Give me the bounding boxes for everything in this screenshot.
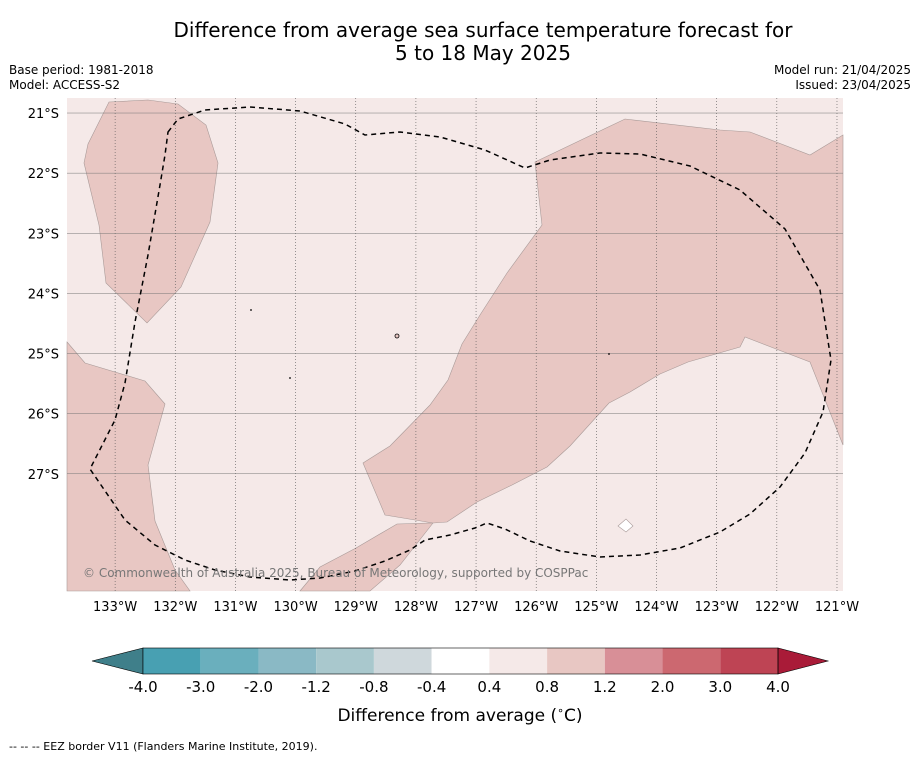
title-line-1: Difference from average sea surface temp…	[173, 18, 793, 42]
longitude-tick-label: 126°W	[514, 600, 558, 615]
sst-anomaly-map: © Commonwealth of Australia 2025, Bureau…	[28, 98, 859, 615]
colorbar-cell	[143, 648, 201, 674]
longitude-tick-label: 121°W	[815, 600, 859, 615]
longitude-tick-label: 123°W	[695, 600, 739, 615]
colorbar-label-unit: C)	[564, 706, 583, 726]
longitude-tick-label: 133°W	[93, 600, 137, 615]
colorbar-cell	[662, 648, 721, 674]
anomaly-region-east	[362, 118, 844, 524]
island-marker	[394, 333, 400, 339]
colorbar-extend-low	[91, 647, 144, 675]
latitude-labels: 21°S 22°S 23°S 24°S 25°S 26°S 27°S	[28, 107, 59, 483]
longitude-tick-label: 124°W	[634, 600, 678, 615]
colorbar-tick-label: 4.0	[766, 678, 790, 696]
issued-text: Issued: 23/04/2025	[795, 78, 911, 92]
anomaly-region-small-white	[617, 518, 634, 533]
island-marker	[608, 353, 610, 355]
colorbar-tick-label: -0.8	[359, 678, 388, 696]
colorbar-cell	[200, 648, 259, 674]
latitude-tick-label: 27°S	[28, 468, 59, 483]
colorbar-cell	[258, 648, 317, 674]
copyright-notice: © Commonwealth of Australia 2025, Bureau…	[83, 566, 588, 580]
eez-border-line	[89, 106, 832, 581]
map-title: Difference from average sea surface temp…	[0, 19, 919, 65]
colorbar-frame	[142, 647, 779, 675]
longitude-tick-label: 132°W	[153, 600, 197, 615]
colorbar-cell	[604, 648, 663, 674]
anomaly-region-bottom	[299, 522, 434, 592]
latitude-tick-label: 25°S	[28, 348, 59, 363]
longitude-tick-label: 129°W	[334, 600, 378, 615]
latitude-tick-label: 21°S	[28, 107, 59, 122]
longitude-tick-label: 130°W	[274, 600, 318, 615]
longitude-tick-label: 127°W	[454, 600, 498, 615]
colorbar-tick-label: 0.8	[535, 678, 559, 696]
colorbar-tick-labels: -4.0 -3.0 -2.0 -1.2 -0.8 -0.4 0.4 0.8 1.2 2.0 3.0 4…	[128, 678, 790, 696]
degree-mark: ∘	[557, 704, 564, 717]
colorbar-tick-label: -1.2	[302, 678, 331, 696]
base-period-text: Base period: 1981-2018	[9, 63, 154, 77]
colorbar-cell	[431, 648, 490, 674]
model-text: Model: ACCESS-S2	[9, 78, 121, 92]
longitude-tick-label: 131°W	[213, 600, 257, 615]
eez-footnote: -- -- -- EEZ border V11 (Flanders Marine…	[9, 740, 318, 753]
meta-left: Base period: 1981-2018 Model: ACCESS-S2	[9, 63, 154, 93]
model-run-text: Model run: 21/04/2025	[773, 63, 911, 77]
colorbar-tick-label: -0.4	[417, 678, 446, 696]
map-gridlines	[67, 98, 843, 591]
longitude-labels: 133°W 132°W 131°W 130°W 129°W 128°W 127°W 126°W…	[93, 600, 859, 615]
longitude-tick-label: 128°W	[394, 600, 438, 615]
longitude-tick-label: 125°W	[574, 600, 618, 615]
colorbar-tick-label: 0.4	[477, 678, 501, 696]
longitude-tick-label: 122°W	[755, 600, 799, 615]
colorbar-cell	[720, 648, 778, 674]
colorbar-tick-label: 1.2	[593, 678, 617, 696]
colorbar-cells	[91, 647, 830, 675]
colorbar-label: Difference from average (∘C)	[337, 704, 582, 726]
colorbar-tick-label: -2.0	[244, 678, 273, 696]
colorbar-label-text: Difference from average (	[337, 706, 557, 726]
latitude-tick-label: 24°S	[28, 287, 59, 302]
colorbar-tick-label: 2.0	[651, 678, 675, 696]
colorbar-tick-label: -4.0	[128, 678, 157, 696]
colorbar-cell	[489, 648, 548, 674]
colorbar-cell	[316, 648, 374, 674]
island-marker	[289, 377, 291, 379]
colorbar-cell	[373, 648, 432, 674]
colorbar-tick-label: 3.0	[708, 678, 732, 696]
latitude-tick-label: 26°S	[28, 408, 59, 423]
colorbar-cell	[547, 648, 605, 674]
island-marker	[250, 309, 252, 311]
title-line-2: 5 to 18 May 2025	[395, 41, 571, 65]
islands	[250, 309, 610, 379]
latitude-tick-label: 22°S	[28, 167, 59, 182]
colorbar-extend-high	[777, 647, 830, 675]
meta-right: Model run: 21/04/2025 Issued: 23/04/2025	[774, 63, 911, 93]
map-area: © Commonwealth of Australia 2025, Bureau…	[66, 98, 844, 592]
colorbar-tick-label: -3.0	[186, 678, 215, 696]
anomaly-region-northwest	[83, 99, 219, 324]
latitude-tick-label: 23°S	[28, 227, 59, 242]
